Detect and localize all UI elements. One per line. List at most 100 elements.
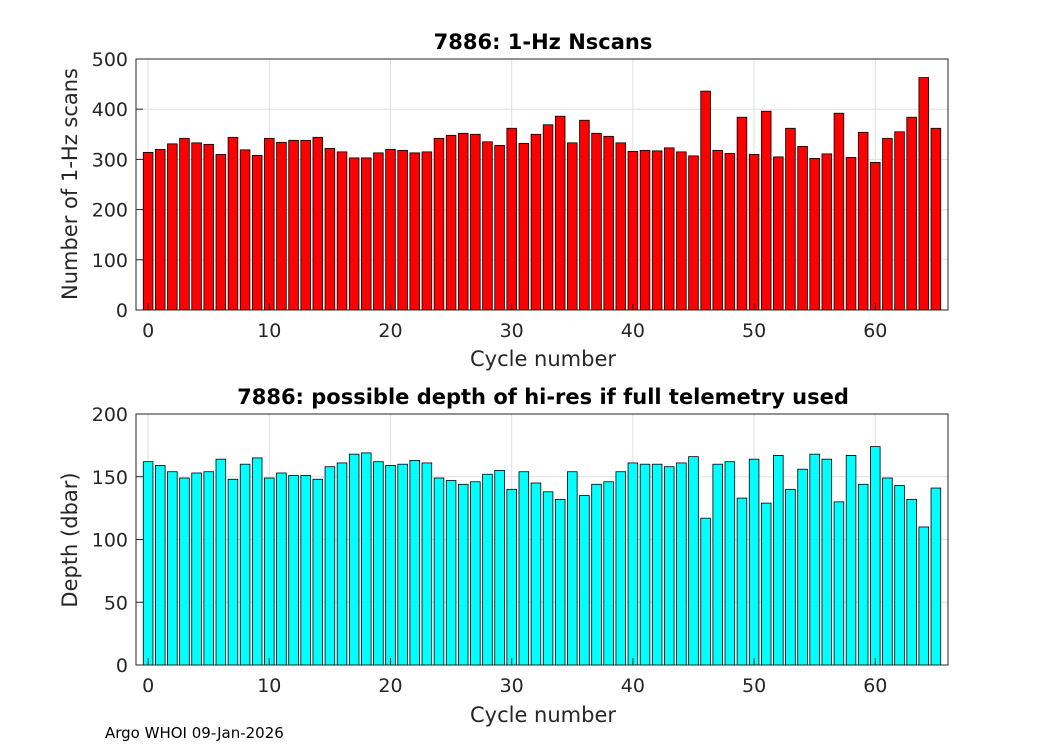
y-tick-label: 0 [116, 300, 128, 322]
bar [712, 149, 723, 311]
bar [651, 463, 663, 666]
bar [930, 487, 942, 666]
bar [664, 147, 675, 311]
bar [470, 481, 481, 666]
x-axis-label: Cycle number [470, 703, 616, 727]
bar [736, 497, 748, 666]
bar [336, 151, 348, 311]
bar [215, 153, 227, 311]
x-tick-label: 10 [257, 675, 281, 697]
bar [676, 462, 687, 666]
bar [542, 124, 554, 311]
bar [554, 498, 566, 666]
y-tick-label: 400 [92, 99, 128, 121]
bar [179, 477, 190, 666]
bar [385, 148, 396, 311]
bar [724, 461, 736, 666]
bar [373, 461, 384, 666]
bar [445, 134, 457, 311]
x-tick-label: 0 [142, 320, 154, 342]
ticks: 0 10 20 30 40 50 60 0 50 100 150 200 [92, 404, 888, 697]
y-tick-label: 300 [92, 149, 128, 171]
x-tick-label: 40 [621, 675, 645, 697]
bar [276, 472, 287, 666]
bar [300, 139, 311, 311]
bar [457, 132, 469, 311]
bar [603, 135, 614, 311]
bar [773, 156, 784, 311]
bar [712, 463, 723, 666]
bar [264, 137, 275, 311]
bar [361, 452, 372, 666]
chart-nscans: 0 10 20 30 40 50 60 0 100 200 300 400 500 7886: 1-Hz… [58, 30, 949, 371]
footer-credit: Argo WHOI 09-Jan-2026 [105, 724, 284, 742]
bar [361, 157, 372, 311]
bar [191, 142, 202, 311]
bar [821, 458, 833, 666]
bar [518, 142, 530, 311]
y-axis-label: Number of 1-Hz scans [58, 68, 82, 300]
bar [918, 77, 930, 311]
bar [857, 483, 869, 666]
bar [154, 148, 166, 311]
x-tick-label: 0 [142, 675, 154, 697]
bar [324, 147, 336, 311]
bar [664, 466, 675, 666]
bar [276, 141, 287, 311]
bar [312, 478, 324, 666]
x-tick-label: 30 [500, 675, 524, 697]
x-tick-label: 50 [742, 675, 766, 697]
bar [615, 471, 627, 666]
bar [894, 485, 905, 666]
bars [142, 446, 942, 666]
x-tick-label: 50 [742, 320, 766, 342]
chart-title: 7886: possible depth of hi-res if full t… [237, 385, 849, 409]
y-tick-label: 50 [104, 592, 128, 614]
bar [736, 116, 748, 311]
bar [518, 471, 530, 666]
bar [251, 154, 263, 311]
bar [312, 136, 324, 311]
bar [348, 157, 360, 311]
bar [773, 455, 784, 666]
bar [809, 453, 820, 666]
bar [494, 470, 505, 666]
x-tick-label: 20 [378, 675, 402, 697]
bar [579, 495, 590, 666]
bar [421, 462, 433, 666]
bar [870, 446, 881, 666]
bar [409, 152, 420, 311]
bar [239, 463, 251, 666]
bar [300, 475, 311, 666]
bar [567, 142, 578, 311]
bar [142, 151, 154, 311]
bar [288, 139, 299, 311]
y-axis-label: Depth (dbar) [58, 472, 82, 607]
bar [785, 127, 796, 311]
x-tick-label: 20 [378, 320, 402, 342]
x-tick-label: 40 [621, 320, 645, 342]
bar [227, 136, 239, 311]
bar [239, 149, 251, 311]
bar [203, 471, 214, 666]
bar [567, 471, 578, 666]
y-tick-label: 150 [92, 467, 128, 489]
bar [457, 483, 469, 666]
bar [591, 132, 602, 311]
bar [191, 472, 202, 666]
bar [203, 143, 214, 311]
bar [821, 153, 833, 311]
bar [530, 133, 542, 311]
y-tick-label: 100 [92, 530, 128, 552]
bar [760, 502, 772, 666]
bar [579, 119, 590, 311]
x-tick-label: 60 [863, 320, 887, 342]
bar [930, 127, 942, 311]
bar [506, 127, 517, 311]
bar [591, 483, 602, 666]
bar [882, 477, 893, 666]
chart-title: 7886: 1-Hz Nscans [434, 30, 653, 54]
bars [142, 77, 942, 311]
bar [857, 131, 869, 311]
